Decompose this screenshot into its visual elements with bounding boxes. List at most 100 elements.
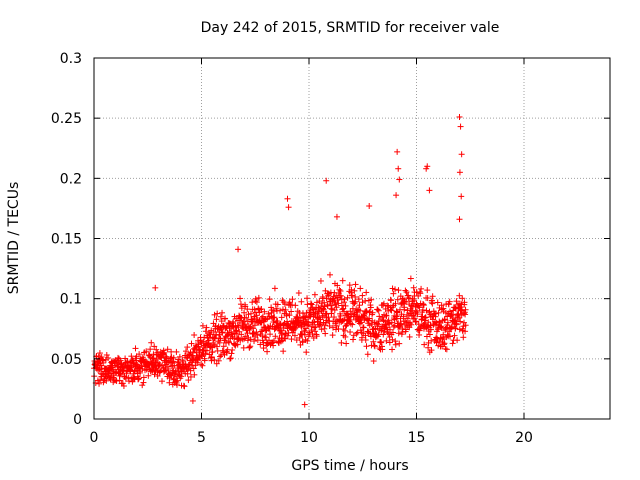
data-point [347, 320, 354, 327]
data-point [213, 316, 220, 323]
data-point [288, 308, 295, 315]
data-point [335, 300, 342, 307]
data-point [223, 349, 230, 356]
data-point [289, 296, 296, 303]
data-point [228, 350, 235, 357]
data-point [184, 344, 191, 351]
data-point [370, 358, 377, 365]
data-point [456, 113, 463, 120]
data-point [446, 298, 453, 305]
data-point [390, 290, 397, 297]
data-point [151, 371, 158, 378]
data-point [267, 331, 274, 338]
data-point [152, 284, 159, 291]
data-point [362, 336, 369, 343]
data-point [428, 347, 435, 354]
data-point [430, 322, 437, 329]
y-tick-label: 0.05 [51, 352, 82, 368]
data-point [240, 344, 247, 351]
data-point [187, 373, 194, 380]
data-point [176, 353, 183, 360]
data-point [291, 332, 298, 339]
data-point [346, 316, 353, 323]
data-point [437, 324, 444, 331]
data-point [282, 306, 289, 313]
data-point [401, 304, 408, 311]
data-point [444, 332, 451, 339]
data-point [432, 310, 439, 317]
data-point [100, 359, 107, 366]
data-point [407, 275, 414, 282]
data-point [358, 319, 365, 326]
data-point [389, 346, 396, 353]
data-point [150, 355, 157, 362]
data-point [217, 313, 224, 320]
data-point [456, 326, 463, 333]
data-point [199, 362, 206, 369]
data-point [264, 348, 271, 355]
data-point [342, 302, 349, 309]
grid [94, 58, 610, 419]
data-point [199, 322, 206, 329]
data-point [135, 376, 142, 383]
data-point [238, 331, 245, 338]
data-point [181, 383, 188, 390]
data-point [395, 330, 402, 337]
data-point [115, 354, 122, 361]
data-point [260, 345, 267, 352]
data-point [251, 338, 258, 345]
data-point [399, 325, 406, 332]
data-point [97, 376, 104, 383]
data-point [357, 285, 364, 292]
data-point [330, 295, 337, 302]
data-point [304, 295, 311, 302]
data-point [453, 298, 460, 305]
data-point [195, 343, 202, 350]
data-point [235, 246, 242, 253]
data-point [271, 285, 278, 292]
data-point [392, 300, 399, 307]
data-point [414, 307, 421, 314]
data-point [331, 314, 338, 321]
data-point [396, 176, 403, 183]
y-tick-label: 0.1 [60, 292, 82, 308]
data-point [402, 287, 409, 294]
data-point [394, 309, 401, 316]
data-point [457, 123, 464, 130]
data-point [321, 325, 328, 332]
data-point [456, 169, 463, 176]
data-point [246, 344, 253, 351]
data-point [372, 326, 379, 333]
data-point [105, 354, 112, 361]
data-point [210, 341, 217, 348]
data-point [248, 310, 255, 317]
data-point [341, 316, 348, 323]
data-point [309, 330, 316, 337]
data-point [311, 291, 318, 298]
data-point [452, 305, 459, 312]
data-point [440, 331, 447, 338]
data-point [445, 301, 452, 308]
x-tick-label: 20 [515, 430, 533, 446]
data-point [119, 380, 126, 387]
data-point [248, 318, 255, 325]
data-point [341, 296, 348, 303]
data-point [219, 309, 226, 316]
data-point [219, 329, 226, 336]
data-point [456, 314, 463, 321]
data-point [284, 195, 291, 202]
data-point [96, 350, 103, 357]
data-point [384, 329, 391, 336]
data-point [292, 325, 299, 332]
data-point [378, 327, 385, 334]
data-point [311, 319, 318, 326]
x-tick-label: 5 [197, 430, 206, 446]
data-point [403, 289, 410, 296]
data-point [279, 331, 286, 338]
data-point [170, 358, 177, 365]
data-point [358, 334, 365, 341]
data-point [191, 331, 198, 338]
data-point [320, 306, 327, 313]
data-point [133, 361, 140, 368]
data-point [218, 318, 225, 325]
